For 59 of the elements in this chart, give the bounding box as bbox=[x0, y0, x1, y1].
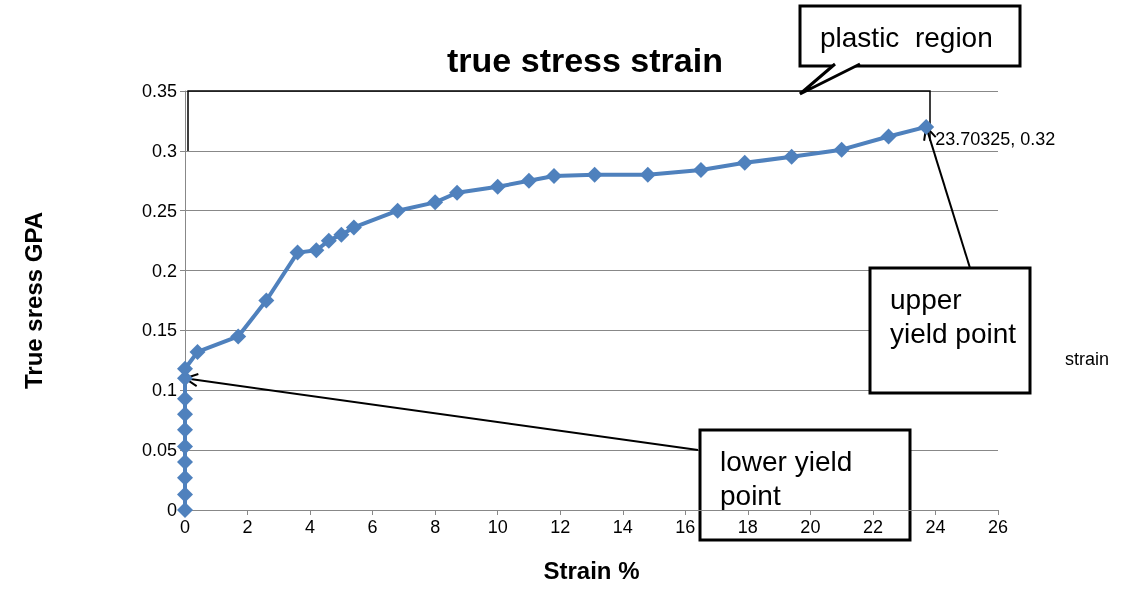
y-tick-label: 0.25 bbox=[141, 200, 177, 221]
point bbox=[449, 184, 466, 201]
point bbox=[880, 128, 897, 145]
y-tick-label: 0.1 bbox=[151, 380, 177, 401]
x-tick-label: 0 bbox=[179, 517, 191, 537]
point bbox=[389, 202, 406, 219]
point bbox=[918, 118, 935, 135]
point bbox=[427, 194, 444, 211]
x-tick-label: 12 bbox=[550, 517, 571, 537]
point bbox=[308, 242, 325, 259]
point bbox=[833, 141, 850, 158]
point bbox=[177, 390, 193, 407]
x-tick-label: 10 bbox=[487, 517, 508, 537]
point bbox=[289, 244, 306, 261]
x-tick-label: 16 bbox=[675, 517, 696, 537]
point bbox=[333, 226, 350, 243]
x-tick-label: 24 bbox=[925, 517, 946, 537]
point bbox=[177, 502, 193, 518]
point bbox=[736, 154, 753, 171]
point bbox=[639, 166, 656, 183]
chart-title: true stress strain bbox=[447, 41, 723, 79]
x-tick-label: 22 bbox=[862, 517, 883, 537]
x-tick-label: 6 bbox=[367, 517, 378, 537]
y-tick-label: 0.35 bbox=[141, 81, 177, 101]
point bbox=[545, 168, 562, 184]
point bbox=[489, 178, 506, 195]
point bbox=[520, 172, 537, 189]
annotation: lower yield point bbox=[720, 445, 853, 511]
point bbox=[258, 292, 275, 309]
x-tick-label: 26 bbox=[987, 517, 1009, 537]
x-tick-label: 8 bbox=[430, 517, 441, 537]
point bbox=[692, 162, 709, 179]
point bbox=[177, 406, 193, 423]
point bbox=[177, 438, 193, 455]
y-tick-label: 0.3 bbox=[151, 140, 177, 161]
x-tick-label: 14 bbox=[612, 517, 633, 537]
point bbox=[783, 148, 800, 165]
point bbox=[177, 469, 193, 486]
point bbox=[177, 421, 193, 438]
y-tick-label: 0.15 bbox=[141, 320, 177, 341]
point bbox=[189, 343, 206, 360]
point bbox=[320, 232, 337, 249]
data-label: 23.70325, 0.32 bbox=[935, 128, 1056, 149]
point bbox=[230, 328, 247, 345]
y-tick-label: 0.05 bbox=[141, 440, 177, 461]
text: plastic region bbox=[820, 21, 993, 53]
x-tick-label: 4 bbox=[305, 517, 316, 537]
x-tick-label: 20 bbox=[800, 517, 821, 537]
y-tick-label: 0 bbox=[166, 500, 177, 520]
annotation: upper yield point bbox=[890, 283, 1017, 349]
x-axis-title: Strain % bbox=[543, 556, 640, 584]
y-tick-label: 0.2 bbox=[151, 260, 177, 281]
text: strain bbox=[1065, 349, 1110, 369]
x-tick-label: 18 bbox=[737, 517, 758, 537]
y-axis-title: True sress GPA bbox=[19, 212, 47, 389]
point bbox=[586, 166, 603, 183]
point bbox=[345, 219, 362, 236]
x-tick-label: 2 bbox=[242, 517, 253, 537]
point bbox=[177, 486, 193, 503]
